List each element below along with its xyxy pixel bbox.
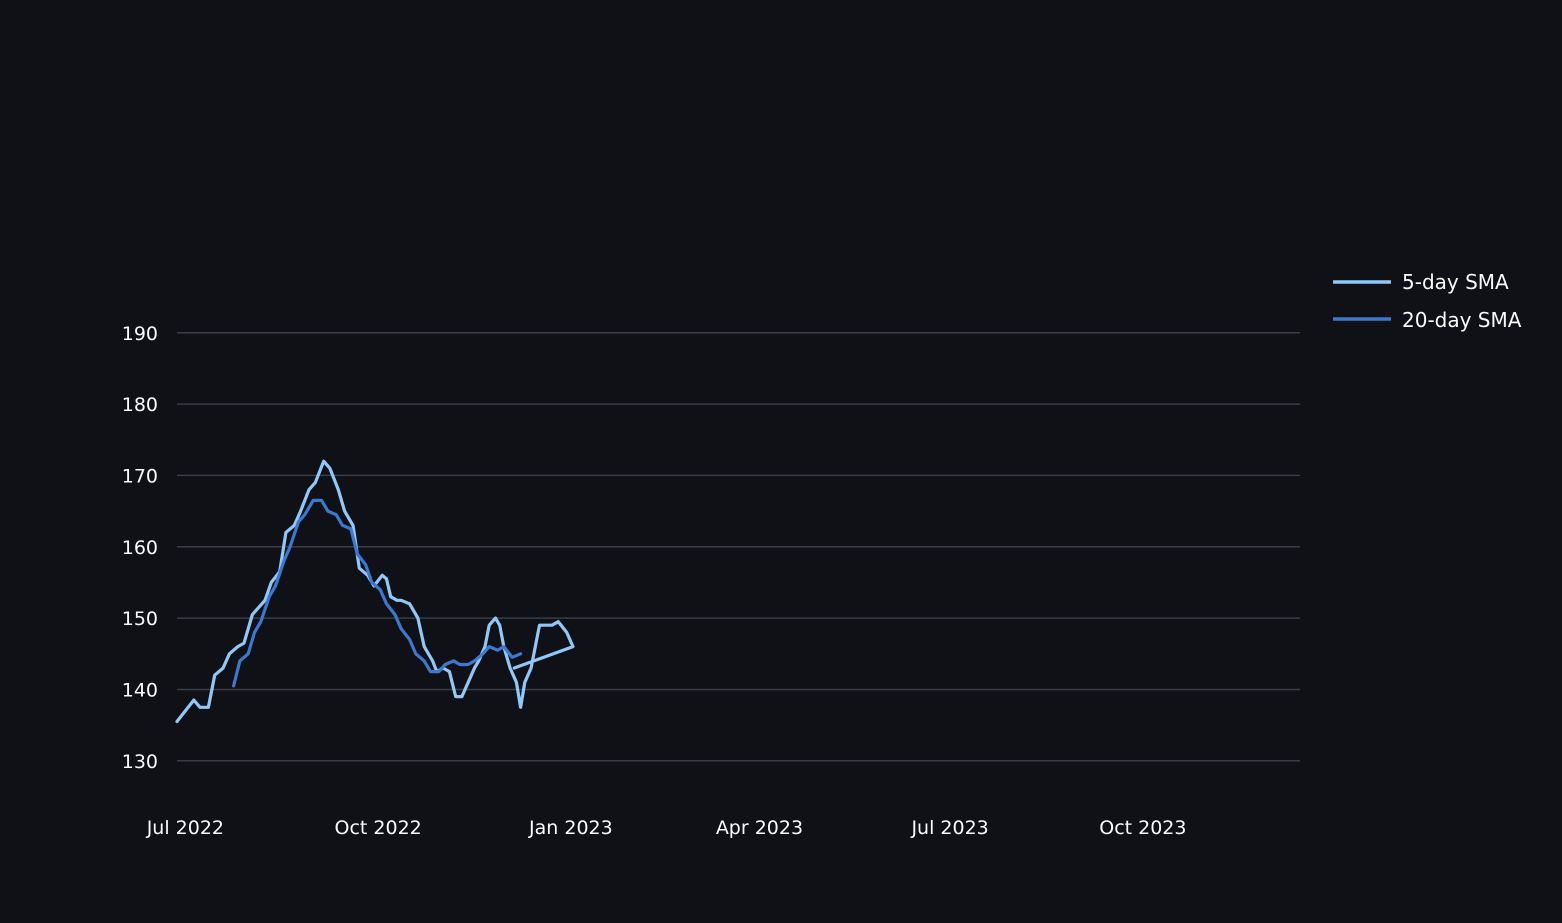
x-tick-label: Jul 2023: [910, 817, 988, 839]
series-layer: [175, 459, 575, 724]
legend-label-20-day-sma: 20-day SMA: [1402, 308, 1522, 332]
x-axis: Jul 2022 Oct 2022 Jan 2023 Apr 2023 Jul 2023…: [146, 817, 1187, 839]
y-axis: 130 140 150 160 170 180 190: [122, 323, 158, 773]
legend-item-20-day-sma[interactable]: 20-day SMA: [1333, 308, 1522, 332]
series-line-5-day-sma[interactable]: [175, 459, 575, 724]
y-tick-label: 180: [122, 394, 158, 416]
grid-layer: [177, 332, 1300, 762]
legend-label-5-day-sma: 5-day SMA: [1402, 270, 1509, 294]
y-tick-label: 190: [122, 323, 158, 345]
legend[interactable]: 5-day SMA 20-day SMA: [1333, 270, 1522, 332]
y-tick-label: 150: [122, 608, 158, 630]
x-tick-label: Jan 2023: [528, 817, 613, 839]
y-tick-label: 140: [122, 679, 158, 701]
x-tick-label: Jul 2022: [146, 817, 224, 839]
y-tick-label: 130: [122, 751, 158, 773]
series-line-20-day-sma[interactable]: [232, 498, 523, 688]
x-tick-label: Oct 2023: [1099, 817, 1186, 839]
y-tick-label: 160: [122, 537, 158, 559]
legend-item-5-day-sma[interactable]: 5-day SMA: [1333, 270, 1509, 294]
x-tick-label: Oct 2022: [335, 817, 422, 839]
x-tick-label: Apr 2023: [716, 817, 803, 839]
y-tick-label: 170: [122, 465, 158, 487]
